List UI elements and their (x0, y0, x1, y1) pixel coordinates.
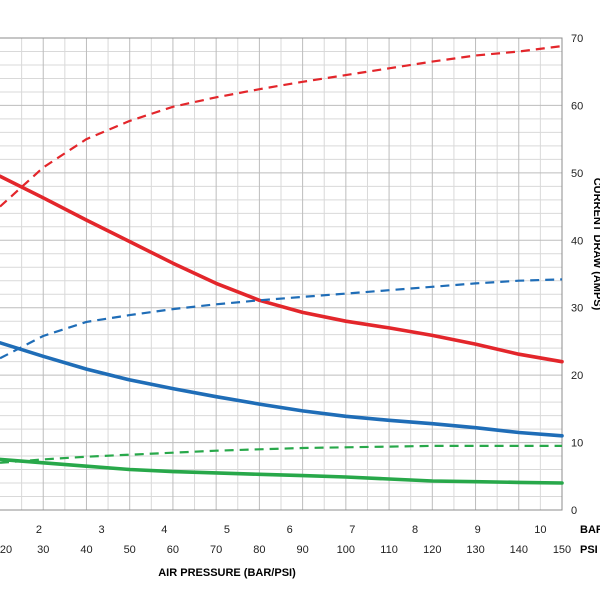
x-tick-psi-label: 110 (380, 544, 398, 556)
x-tick-psi-label: 70 (210, 544, 222, 556)
right-y-axis-ticks: 0 10 20 30 40 50 60 70 (571, 33, 583, 517)
x-tick-psi-label: 150 (553, 544, 571, 556)
x-tick-bar-label: 4 (161, 524, 167, 536)
major-gridlines (0, 38, 562, 510)
plot-frame (0, 37, 563, 511)
x-tick-bar-label: 6 (287, 524, 293, 536)
x-tick-psi-label: 130 (466, 544, 484, 556)
x-tick-psi-label: 30 (37, 544, 49, 556)
x-tick-bar-label: 3 (99, 524, 105, 536)
y-tick-label: 50 (571, 168, 583, 180)
series-line-green-dashed (0, 444, 562, 464)
x-tick-psi-label: 140 (510, 544, 528, 556)
y-tick-label: 70 (571, 33, 583, 45)
minor-gridlines (0, 38, 562, 510)
x-tick-bar-label: 8 (412, 524, 418, 536)
x-tick-bar-label: 10 (534, 524, 546, 536)
x-tick-psi-label: 40 (80, 544, 92, 556)
y-tick-label: 20 (571, 370, 583, 382)
series-line-blue-dashed (0, 278, 563, 360)
x-tick-bar-label: 5 (224, 524, 230, 536)
x-axis-psi-unit: PSI (580, 544, 598, 556)
x-tick-psi-label: 60 (167, 544, 179, 556)
y-tick-label: 0 (571, 505, 577, 517)
series-line-green-solid (0, 457, 564, 485)
series-line-blue-solid (0, 341, 564, 438)
x-tick-psi-label: 20 (0, 544, 12, 556)
series-line-red-dashed (0, 45, 563, 208)
x-tick-bar-label: 7 (349, 524, 355, 536)
series-line-red-solid (0, 174, 564, 364)
y-tick-label: 30 (571, 303, 583, 315)
x-axis-psi-ticks: 20 30 40 50 60 70 80 90 100 110 120 130 140 150 (0, 544, 571, 556)
y-tick-label: 40 (571, 235, 583, 247)
series-lines (0, 45, 564, 485)
x-tick-psi-label: 120 (423, 544, 441, 556)
x-tick-psi-label: 50 (124, 544, 136, 556)
x-tick-bar-label: 2 (36, 524, 42, 536)
x-axis-title: AIR PRESSURE (BAR/PSI) (158, 567, 296, 579)
x-tick-psi-label: 100 (337, 544, 355, 556)
x-axis-bar-unit: BAR (580, 524, 600, 536)
x-tick-psi-label: 90 (296, 544, 308, 556)
x-axis-bar-ticks: 2 3 4 5 6 7 8 9 10 (36, 524, 547, 536)
x-tick-bar-label: 9 (475, 524, 481, 536)
right-y-axis-title: CURRENT DRAW (AMPS) (591, 178, 600, 311)
y-tick-label: 60 (571, 100, 583, 112)
y-tick-label: 10 (571, 438, 583, 450)
x-tick-psi-label: 80 (253, 544, 265, 556)
